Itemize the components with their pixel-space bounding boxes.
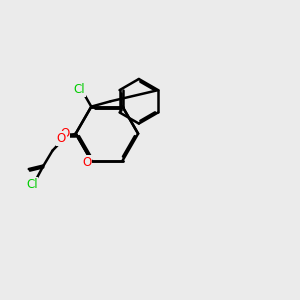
Text: Cl: Cl: [74, 83, 85, 96]
Text: O: O: [57, 132, 66, 145]
Text: O: O: [82, 156, 92, 169]
Text: Cl: Cl: [26, 178, 38, 191]
Text: O: O: [60, 127, 69, 140]
